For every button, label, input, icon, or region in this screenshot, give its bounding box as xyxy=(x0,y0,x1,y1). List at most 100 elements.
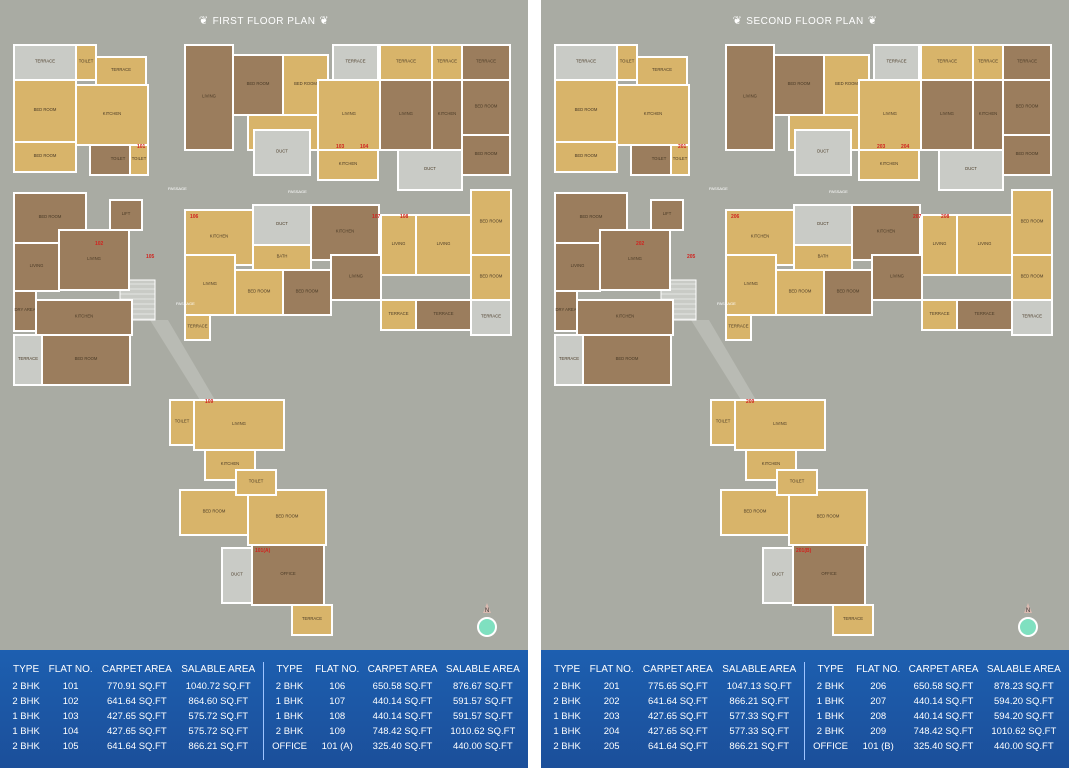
room-label: LIVING xyxy=(773,421,787,426)
room: KITCHEN xyxy=(317,149,379,181)
room-label: BED ROOM xyxy=(837,289,860,294)
table-cell: 101 (A) xyxy=(321,740,353,752)
room: LIVING xyxy=(921,214,958,276)
table-cell: 103 xyxy=(62,710,79,722)
room-label: TERRACE xyxy=(18,356,38,361)
area-table: TYPE FLAT NO. CARPET AREA SALABLE AREA 2… xyxy=(541,650,1069,768)
room: LIVING xyxy=(599,229,671,291)
room-label: BED ROOM xyxy=(39,214,62,219)
table-row: 2 BHK 205 641.64 SQ.FT 866.21 SQ.FT xyxy=(549,739,801,754)
room-label: TERRACE xyxy=(345,59,365,64)
room-label: TOILET xyxy=(132,156,147,161)
col-salable-area: SALABLE AREA xyxy=(986,664,1061,675)
table-cell: 575.72 SQ.FT xyxy=(188,725,249,737)
table-cell: 1 BHK xyxy=(275,695,304,707)
table-cell: 577.33 SQ.FT xyxy=(729,725,790,737)
room: BATH xyxy=(252,244,312,271)
room-label: TOILET xyxy=(716,419,731,424)
room-label: TOILET xyxy=(673,156,688,161)
table-cell: 2 BHK xyxy=(553,740,581,752)
flat-number-marker: 201(B) xyxy=(796,548,812,554)
table-cell: 866.21 SQ.FT xyxy=(729,740,790,752)
room-label: LIVING xyxy=(743,94,757,99)
table-cell: 2 BHK xyxy=(12,740,40,752)
room-label: KITCHEN xyxy=(979,111,997,116)
room: LIVING xyxy=(184,254,236,316)
room-label: BED ROOM xyxy=(75,356,98,361)
floor-plan-title: ❦ SECOND FLOOR PLAN ❦ xyxy=(732,15,878,27)
ornament-icon: ❦ xyxy=(319,15,330,27)
room: LIVING xyxy=(725,254,777,316)
room-label: LIFT xyxy=(663,211,672,216)
room: DUCT xyxy=(221,547,253,604)
table-cell: 866.21 SQ.FT xyxy=(729,695,790,707)
table-cell: 2 BHK xyxy=(553,680,581,692)
room: TOILET xyxy=(235,469,277,496)
area-table-left: TYPE FLAT NO. CARPET AREA SALABLE AREA 2… xyxy=(8,664,260,754)
table-cell: 2 BHK xyxy=(12,680,40,692)
flat-number-marker: 102 xyxy=(95,241,104,247)
room-label: BED ROOM xyxy=(616,356,639,361)
table-cell: 1047.13 SQ.FT xyxy=(726,680,792,692)
table-row: 2 BHK 209 748.42 SQ.FT 1010.62 SQ.FT xyxy=(809,724,1065,739)
room: BED ROOM xyxy=(1011,254,1053,301)
table-row: 2 BHK 109 748.42 SQ.FT 1010.62 SQ.FT xyxy=(268,724,524,739)
room-label: DUCT xyxy=(276,149,288,154)
table-cell: 591.57 SQ.FT xyxy=(452,695,513,707)
room: BED ROOM xyxy=(775,269,825,316)
room-label: LIVING xyxy=(940,111,954,116)
col-salable-area: SALABLE AREA xyxy=(445,664,520,675)
room: KITCHEN xyxy=(75,84,149,146)
room: LIVING xyxy=(58,229,130,291)
table-cell: 101 (B) xyxy=(862,740,894,752)
room: TERRACE xyxy=(461,44,511,81)
room-label: TERRACE xyxy=(187,324,207,329)
room: KITCHEN xyxy=(310,204,380,261)
north-arrow-icon: N xyxy=(1018,603,1038,637)
flat-number-marker: 206 xyxy=(731,214,740,220)
room: LIVING xyxy=(317,79,381,151)
table-divider xyxy=(804,662,805,760)
room-label: TERRACE xyxy=(652,67,672,72)
room: TOILET xyxy=(129,144,149,176)
room-label: TOILET xyxy=(249,479,264,484)
col-flat-no: FLAT NO. xyxy=(856,664,901,675)
col-flat-no: FLAT NO. xyxy=(589,664,634,675)
area-table-right: TYPE FLAT NO. CARPET AREA SALABLE AREA 2… xyxy=(809,664,1065,754)
table-cell: 203 xyxy=(603,710,620,722)
room: DUCT xyxy=(938,149,1004,191)
room-label: KITCHEN xyxy=(616,314,634,319)
room: BED ROOM xyxy=(788,489,868,546)
room-label: LIVING xyxy=(437,241,451,246)
svg-text:N: N xyxy=(1026,608,1030,614)
room-label: KITCHEN xyxy=(336,229,354,234)
flat-number-marker: 101 xyxy=(137,144,146,150)
room: TERRACE xyxy=(13,334,43,386)
room-label: TOILET xyxy=(620,59,635,64)
room: TOILET xyxy=(710,399,736,446)
room: TERRACE xyxy=(920,44,974,81)
room-label: LIVING xyxy=(30,263,44,268)
table-cell: 440.14 SQ.FT xyxy=(913,710,974,722)
room-label: LIVING xyxy=(392,241,406,246)
table-cell: 206 xyxy=(870,680,887,692)
room: TERRACE xyxy=(184,314,211,341)
table-row: 1 BHK 207 440.14 SQ.FT 594.20 SQ.FT xyxy=(809,694,1065,709)
room-label: LIVING xyxy=(232,421,246,426)
room-label: BED ROOM xyxy=(788,81,811,86)
table-row: 2 BHK 101 770.91 SQ.FT 1040.72 SQ.FT xyxy=(8,679,260,694)
room-label: BED ROOM xyxy=(203,509,226,514)
table-cell: 427.65 SQ.FT xyxy=(648,710,708,722)
passage-label: PASSAGE xyxy=(288,189,307,194)
floor-plan-drawing: TERRACE BED ROOM BED ROOM TOILET TERRACE KITC… xyxy=(0,0,528,650)
room: BED ROOM xyxy=(234,269,284,316)
passage-label: PASSAGE xyxy=(717,301,736,306)
table-cell: 577.33 SQ.FT xyxy=(729,710,790,722)
room-label: BED ROOM xyxy=(789,289,812,294)
table-cell: 440.00 SQ.FT xyxy=(993,740,1054,752)
room: BED ROOM xyxy=(179,489,249,536)
room: KITCHEN xyxy=(851,204,921,261)
room-label: BED ROOM xyxy=(475,104,498,109)
table-cell: 440.00 SQ.FT xyxy=(452,740,513,752)
table-cell: 1 BHK xyxy=(553,710,581,722)
